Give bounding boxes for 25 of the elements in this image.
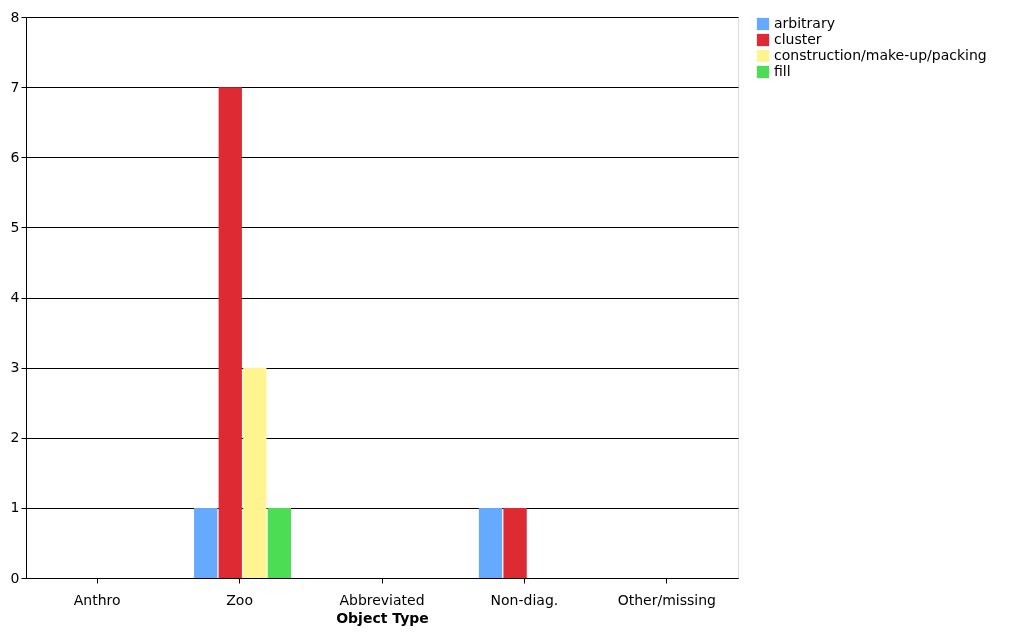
legend-label: fill [774, 63, 791, 79]
bar [243, 367, 267, 578]
y-tick-label: 8 [10, 8, 20, 25]
x-tick-label: Non-diag. [490, 591, 559, 608]
x-tick-label: Zoo [226, 591, 253, 608]
bar [478, 507, 503, 578]
bar [503, 507, 527, 578]
legend-label: arbitrary [774, 15, 835, 31]
y-tick-label: 0 [10, 569, 20, 586]
y-tick-label: 3 [10, 359, 20, 376]
bar [218, 87, 242, 578]
y-tick-label: 7 [10, 78, 20, 95]
y-tick-label: 6 [10, 148, 20, 165]
y-tick-label: 4 [10, 289, 20, 305]
x-axis-title: Object Type [336, 609, 429, 626]
y-tick-label: 2 [10, 429, 20, 446]
legend-label: cluster [774, 31, 822, 47]
y-tick-label: 5 [10, 218, 20, 235]
legend-label: construction/make-up/packing [774, 47, 987, 63]
x-tick-label: Other/missing [617, 591, 716, 608]
x-tick-label: Anthro [73, 591, 121, 608]
bar [267, 507, 292, 578]
bar [194, 507, 218, 578]
x-tick-label: Abbreviated [339, 591, 425, 608]
y-tick-label: 1 [10, 499, 20, 516]
